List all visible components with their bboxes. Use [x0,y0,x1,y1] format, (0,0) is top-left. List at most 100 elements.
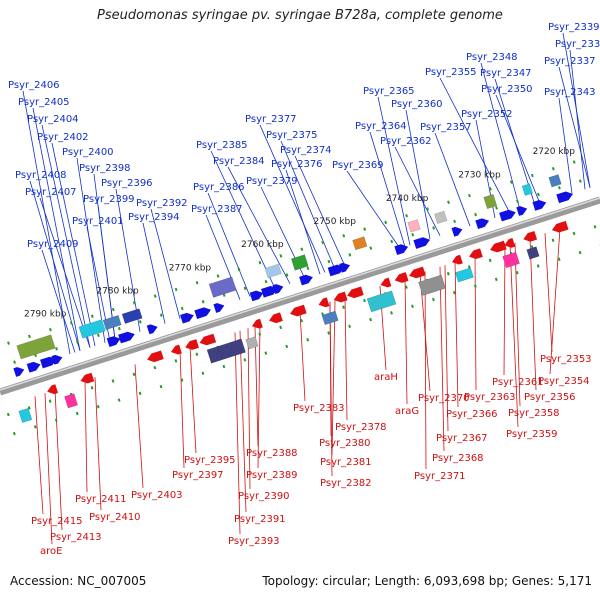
forward-gene-arrow [272,284,284,294]
forward-gene-label: Psyr_2398 [79,163,131,174]
forward-gene-label: Psyr_2369 [332,160,384,171]
reverse-gene-arrow [394,272,409,283]
reverse-gene-arrow-shape [333,291,348,303]
reverse-gene-leader [509,244,519,428]
forward-gene-arrow [451,226,463,237]
reverse-gene-leader [179,349,185,469]
forward-gene-leader [394,146,441,236]
reverse-gene-arrow-shape [490,240,507,253]
reverse-gene-leader [299,311,306,402]
forward-gene-arrow-shape [26,361,41,373]
forward-gene-label: Psyr_2376 [271,159,323,170]
reverse-gene-leader [247,328,251,490]
forward-gene-arrow [475,218,490,230]
forward-gene-box [208,276,237,298]
reverse-gene-leader [134,364,144,489]
forward-gene-leader [369,131,406,247]
reverse-gene-leader [54,389,63,531]
forward-gene-label: Psyr_2407 [25,187,77,198]
reverse-gene-arrow-shape [523,230,538,242]
forward-gene-box-shape [483,193,498,210]
forward-gene-label: Psyr_2377 [245,114,297,125]
forward-gene-arrow [51,354,63,365]
reverse-gene-arrow-shape [504,237,516,248]
reverse-gene-label: aroE [40,546,62,557]
reverse-gene-box-shape [454,267,474,283]
forward-gene-arrow [499,209,516,222]
reverse-gene-leader [514,242,521,407]
reverse-gene-label: araH [374,372,398,383]
reverse-gene-leader [549,228,561,375]
forward-gene-arrow-shape [261,285,278,298]
forward-gene-label: Psyr_2375 [266,130,318,141]
forward-gene-leader [142,222,166,324]
reverse-gene-arrow [47,384,59,395]
forward-gene-leader [39,197,91,348]
reverse-gene-leader [94,377,102,511]
forward-gene-arrow-shape [499,209,516,222]
forward-gene-box [16,334,56,360]
reverse-gene-arrow [251,318,263,329]
reverse-gene-box [502,251,520,269]
reverse-gene-label: Psyr_2363 [464,392,516,403]
forward-gene-arrow [106,336,121,347]
forward-gene-box-shape [521,183,534,196]
forward-gene-box [78,319,106,339]
scale-tick-label: 2780 kbp [96,286,139,296]
reverse-gene-arrow [551,220,569,233]
forward-gene-leader [207,192,251,297]
forward-gene-arrow-shape [532,200,547,211]
forward-gene-label: Psyr_2364 [355,121,407,132]
reverse-gene-arrow-shape [451,254,463,265]
reverse-gene-label: Psyr_2397 [172,470,224,481]
forward-gene-label: Psyr_2348 [466,52,518,63]
forward-gene-label: Psyr_2352 [461,109,513,120]
reverse-gene-label: Psyr_2353 [540,354,592,365]
forward-gene-box-shape [78,319,106,339]
forward-gene-leader [227,166,291,284]
reverse-gene-label: Psyr_2393 [228,536,280,547]
lane-guide [0,175,594,369]
reverse-gene-label: Psyr_2370 [418,393,470,404]
forward-gene-box-shape [548,174,562,188]
reverse-gene-label: Psyr_2367 [436,433,488,444]
forward-gene-label: Psyr_2385 [196,140,248,151]
reverse-gene-leader [329,301,333,477]
reverse-gene-box-shape [245,336,259,350]
reverse-gene-leader [544,233,553,353]
reverse-gene-arrow-shape [469,248,483,260]
reverse-gene-box [418,274,446,296]
reverse-gene-label: araG [395,406,419,417]
reverse-gene-box-shape [321,310,339,326]
forward-gene-box-shape [208,276,237,298]
genome-axis [0,196,600,396]
forward-gene-leader [405,109,431,239]
forward-gene-arrow [13,367,25,377]
reverse-gene-arrow-shape [199,333,217,346]
forward-gene-box-shape [290,254,309,271]
reverse-gene-leader [189,346,197,454]
reverse-gene-arrow-shape [289,304,307,317]
forward-gene-label: Psyr_2387 [191,204,243,215]
reverse-gene-leader [344,297,348,421]
forward-gene-box-shape [264,263,282,279]
reverse-gene-label: Psyr_2356 [524,392,576,403]
figure-title: Pseudomonas syringae pv. syringae B728a,… [97,8,503,23]
reverse-gene-arrow [269,312,283,324]
forward-gene-arrow [556,191,573,204]
forward-gene-label: Psyr_2350 [481,84,533,95]
forward-gene-label: Psyr_2386 [193,182,245,193]
forward-gene-label: Psyr_2343 [544,87,596,98]
reverse-gene-arrow-shape [251,318,263,329]
forward-gene-leader [434,132,471,227]
reverse-gene-arrow-shape [394,272,409,283]
reverse-gene-arrow [289,304,307,317]
forward-gene-label: Psyr_2405 [18,97,70,108]
forward-gene-arrow-shape [213,303,225,313]
forward-gene-label: Psyr_2357 [420,122,472,133]
forward-gene-arrow-shape [272,284,284,294]
reverse-gene-arrow [490,240,507,253]
reverse-gene-arrow [318,297,330,308]
reverse-gene-label: Psyr_2361 [492,377,544,388]
forward-gene-label: Psyr_2399 [83,194,135,205]
